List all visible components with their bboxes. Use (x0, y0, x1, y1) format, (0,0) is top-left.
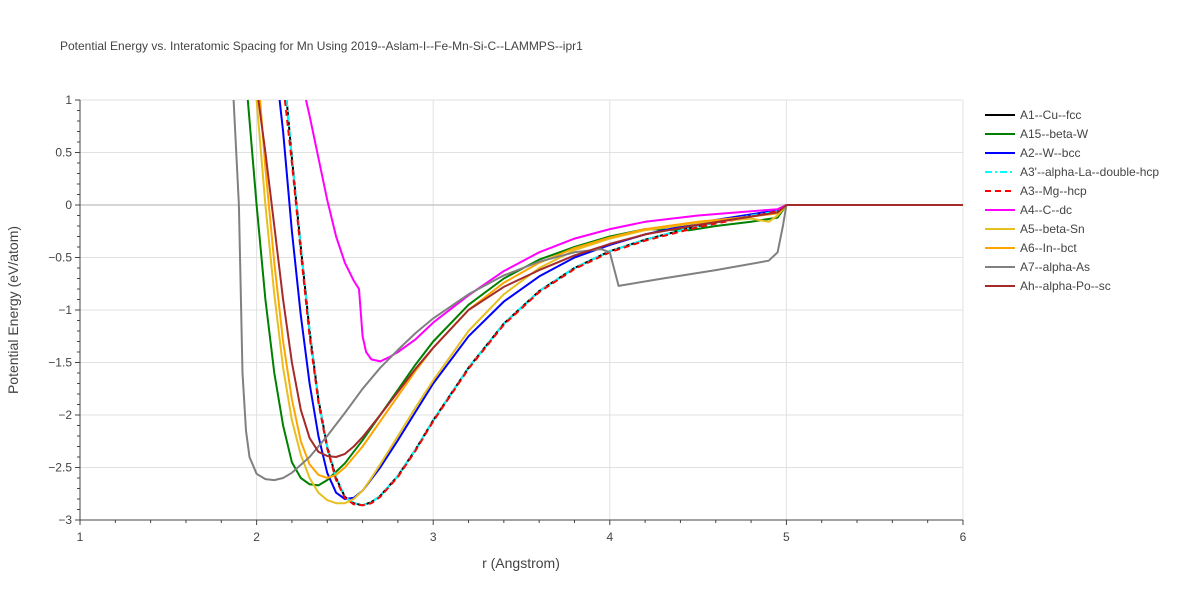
y-tick-label: −0.5 (48, 251, 72, 265)
x-tick-label: 4 (606, 530, 613, 544)
y-tick-label: 1 (65, 93, 72, 107)
series-line-Ah--alpha-Po--sc (257, 100, 963, 458)
x-tick-label: 1 (77, 530, 84, 544)
legend-label: Ah--alpha-Po--sc (1020, 279, 1111, 293)
series-line-A5--beta-Sn (255, 100, 963, 505)
series-line-A4--C--dc (305, 100, 963, 363)
y-tick-label: −1 (58, 303, 72, 317)
y-axis-label: Potential Energy (eV/atom) (5, 226, 21, 394)
legend-label: A4--C--dc (1020, 203, 1072, 217)
series-line-A6--In--bct (259, 100, 963, 479)
y-tick-label: 0.5 (55, 146, 72, 160)
x-tick-labels: 1 2 3 4 5 6 (77, 530, 967, 544)
gridlines (80, 99, 964, 520)
series-lines (232, 100, 963, 507)
series-line-A7--alpha-As (232, 100, 963, 482)
legend: A1--Cu--fcc A15--beta-W A2--W--bcc A3'--alp… (985, 108, 1159, 293)
legend-label: A15--beta-W (1020, 127, 1089, 141)
y-tick-label: −1.5 (48, 356, 72, 370)
x-tick-label: 6 (960, 530, 967, 544)
y-tick-label: −2 (58, 408, 72, 422)
y-tick-label: 0 (65, 198, 72, 212)
legend-label: A6--In--bct (1020, 241, 1077, 255)
series-line-A3--Mg--hcp (283, 100, 963, 507)
y-tick-labels: 1 0.5 0 −0.5 −1 −1.5 −2 −2.5 −3 (48, 93, 72, 527)
legend-label: A7--alpha-As (1020, 260, 1090, 274)
x-axis-label: r (Angstrom) (482, 555, 560, 571)
legend-label: A5--beta-Sn (1020, 222, 1085, 236)
chart-title: Potential Energy vs. Interatomic Spacing… (60, 39, 583, 53)
legend-label: A1--Cu--fcc (1020, 108, 1081, 122)
x-tick-label: 2 (253, 530, 260, 544)
legend-label: A3--Mg--hcp (1020, 184, 1087, 198)
legend-label: A2--W--bcc (1020, 146, 1080, 160)
series-line-A15--beta-W (246, 100, 963, 487)
y-tick-label: −2.5 (48, 461, 72, 475)
y-tick-label: −3 (58, 513, 72, 527)
plot-area (232, 100, 963, 507)
x-tick-label: 5 (783, 530, 790, 544)
series-line-A3'--alpha-La--double-hcp (285, 100, 963, 507)
axes (75, 99, 964, 525)
x-tick-label: 3 (430, 530, 437, 544)
legend-label: A3'--alpha-La--double-hcp (1020, 165, 1159, 179)
